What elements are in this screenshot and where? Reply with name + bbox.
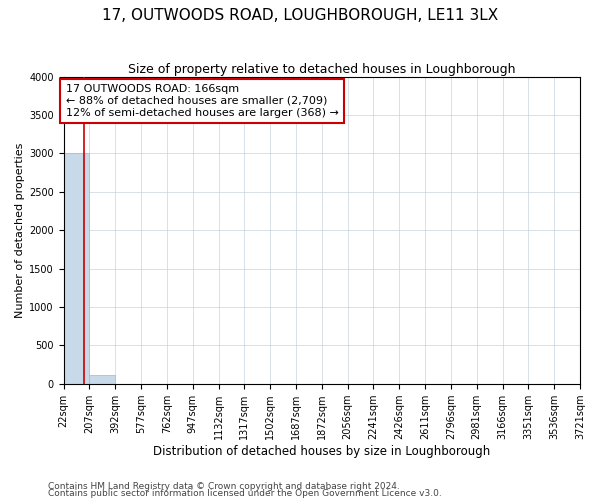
Text: 17 OUTWOODS ROAD: 166sqm
← 88% of detached houses are smaller (2,709)
12% of sem: 17 OUTWOODS ROAD: 166sqm ← 88% of detach… xyxy=(66,84,338,117)
Bar xyxy=(64,154,89,384)
Text: Contains public sector information licensed under the Open Government Licence v3: Contains public sector information licen… xyxy=(48,489,442,498)
X-axis label: Distribution of detached houses by size in Loughborough: Distribution of detached houses by size … xyxy=(153,444,490,458)
Y-axis label: Number of detached properties: Number of detached properties xyxy=(15,142,25,318)
Text: 17, OUTWOODS ROAD, LOUGHBOROUGH, LE11 3LX: 17, OUTWOODS ROAD, LOUGHBOROUGH, LE11 3L… xyxy=(102,8,498,22)
Title: Size of property relative to detached houses in Loughborough: Size of property relative to detached ho… xyxy=(128,62,515,76)
Bar xyxy=(89,374,115,384)
Text: Contains HM Land Registry data © Crown copyright and database right 2024.: Contains HM Land Registry data © Crown c… xyxy=(48,482,400,491)
